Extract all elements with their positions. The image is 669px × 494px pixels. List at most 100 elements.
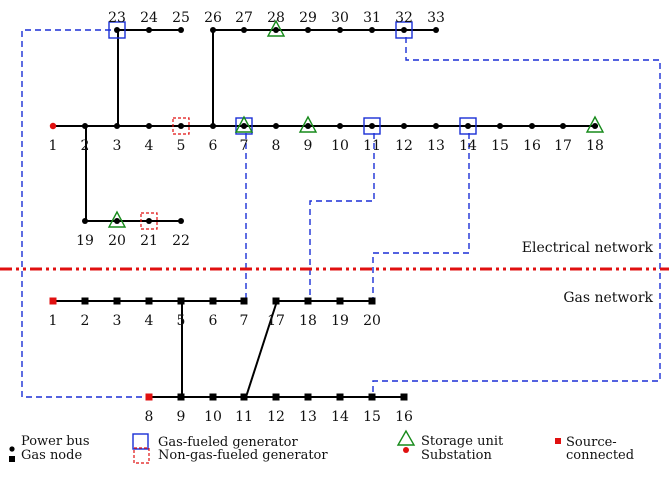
power-bus-32 bbox=[401, 27, 407, 33]
power-bus-15 bbox=[497, 123, 503, 129]
non-gas-fueled-generator-bus-5 bbox=[172, 117, 190, 135]
gas-node-markers bbox=[49, 297, 408, 401]
power-bus-11 bbox=[369, 123, 375, 129]
power-bus-3 bbox=[114, 123, 120, 129]
gas-node-11 bbox=[240, 393, 248, 401]
storage-unit-bus-20 bbox=[107, 210, 127, 228]
gas-fueled-generator-bus-14 bbox=[459, 117, 477, 135]
power-bus-label-20: 20 bbox=[108, 233, 126, 249]
power-bus-label-15: 15 bbox=[491, 138, 509, 154]
power-bus-label-28: 28 bbox=[267, 10, 285, 26]
legend-storage-unit-label: Storage unit bbox=[421, 434, 504, 449]
power-bus-33 bbox=[433, 27, 439, 33]
gas-pipeline-17-11 bbox=[245, 300, 278, 398]
source-connected-legend-icon bbox=[555, 438, 561, 444]
power-bus-6 bbox=[210, 123, 216, 129]
gas-node-label-7: 7 bbox=[240, 313, 249, 329]
storage-unit-bus-9 bbox=[298, 115, 318, 133]
gas-node-label-11: 11 bbox=[235, 409, 253, 425]
gas-node-label-16: 16 bbox=[395, 409, 413, 425]
gas-node-2 bbox=[81, 297, 89, 305]
storage-unit-bus-7 bbox=[234, 115, 254, 133]
power-bus-8 bbox=[273, 123, 279, 129]
gas-node-13 bbox=[304, 393, 312, 401]
power-bus-label-3: 3 bbox=[113, 138, 122, 154]
gas-node-label-13: 13 bbox=[299, 409, 317, 425]
gas-node-16 bbox=[400, 393, 408, 401]
legend-non-gas-fueled-generator-label: Non-gas-fueled generator bbox=[158, 448, 328, 463]
gas-lines bbox=[53, 300, 406, 398]
power-bus-label-5: 5 bbox=[177, 138, 186, 154]
power-bus-label-1: 1 bbox=[49, 138, 58, 154]
gas-node-14 bbox=[336, 393, 344, 401]
power-bus-legend-icon bbox=[9, 446, 15, 452]
power-bus-label-18: 18 bbox=[586, 138, 604, 154]
power-bus-13 bbox=[433, 123, 439, 129]
power-bus-label-27: 27 bbox=[235, 10, 253, 26]
gas-node-label-1: 1 bbox=[49, 313, 58, 329]
power-bus-label-6: 6 bbox=[209, 138, 218, 154]
gas-node-label-4: 4 bbox=[145, 313, 154, 329]
gas-node-18 bbox=[304, 297, 312, 305]
power-bus-22 bbox=[178, 218, 184, 224]
power-bus-14 bbox=[465, 123, 471, 129]
gas-node-label-3: 3 bbox=[113, 313, 122, 329]
power-bus-label-14: 14 bbox=[459, 138, 477, 154]
power-bus-7 bbox=[241, 123, 247, 129]
gas-node-label-10: 10 bbox=[204, 409, 222, 425]
power-bus-label-11: 11 bbox=[363, 138, 381, 154]
gas-fueled-generator-bus-32 bbox=[395, 21, 413, 39]
power-bus-label-16: 16 bbox=[523, 138, 541, 154]
gas-node-label-14: 14 bbox=[331, 409, 349, 425]
gas-fueled-generator-legend-icon bbox=[132, 433, 149, 450]
gas-network-label: Gas network bbox=[563, 290, 653, 306]
power-bus-label-31: 31 bbox=[363, 10, 381, 26]
power-bus-5 bbox=[178, 123, 184, 129]
power-bus-label-7: 7 bbox=[240, 138, 249, 154]
substation-legend-icon bbox=[403, 447, 409, 453]
non-gas-fueled-generator-bus-21 bbox=[140, 212, 158, 230]
coupling-e14-g20 bbox=[372, 133, 470, 301]
power-bus-28 bbox=[273, 27, 279, 33]
source-gas-node-1 bbox=[49, 297, 57, 305]
power-bus-10 bbox=[337, 123, 343, 129]
power-bus-label-4: 4 bbox=[145, 138, 154, 154]
power-bus-17 bbox=[560, 123, 566, 129]
power-bus-label-13: 13 bbox=[427, 138, 445, 154]
coupling-e32-g15 bbox=[372, 37, 661, 397]
gas-node-label-9: 9 bbox=[177, 409, 186, 425]
power-bus-29 bbox=[305, 27, 311, 33]
gas-node-19 bbox=[336, 297, 344, 305]
power-bus-19 bbox=[82, 218, 88, 224]
power-bus-16 bbox=[529, 123, 535, 129]
legend-substation-label: Substation bbox=[421, 448, 492, 463]
gas-node-6 bbox=[209, 297, 217, 305]
power-bus-label-29: 29 bbox=[299, 10, 317, 26]
power-bus-30 bbox=[337, 27, 343, 33]
power-bus-markers bbox=[49, 27, 598, 224]
power-bus-4 bbox=[146, 123, 152, 129]
storage-unit-bus-28 bbox=[266, 19, 286, 37]
power-bus-label-9: 9 bbox=[304, 138, 313, 154]
power-bus-label-19: 19 bbox=[76, 233, 94, 249]
gas-node-label-2: 2 bbox=[81, 313, 90, 329]
gas-node-label-17: 17 bbox=[267, 313, 285, 329]
gas-node-label-20: 20 bbox=[363, 313, 381, 329]
gas-node-label-15: 15 bbox=[363, 409, 381, 425]
legend-source-connected-label-2: connected bbox=[566, 448, 634, 463]
legend-power-bus-label: Power bus bbox=[21, 434, 90, 449]
power-bus-label-24: 24 bbox=[140, 10, 158, 26]
storage-unit-legend-icon bbox=[396, 429, 416, 446]
gas-node-label-6: 6 bbox=[209, 313, 218, 329]
gas-node-5 bbox=[177, 297, 185, 305]
gas-node-20 bbox=[368, 297, 376, 305]
gas-fueled-generator-bus-11 bbox=[363, 117, 381, 135]
gas-node-10 bbox=[209, 393, 217, 401]
gas-fueled-generator-bus-23 bbox=[108, 21, 126, 39]
power-bus-20 bbox=[114, 218, 120, 224]
power-bus-label-22: 22 bbox=[172, 233, 190, 249]
